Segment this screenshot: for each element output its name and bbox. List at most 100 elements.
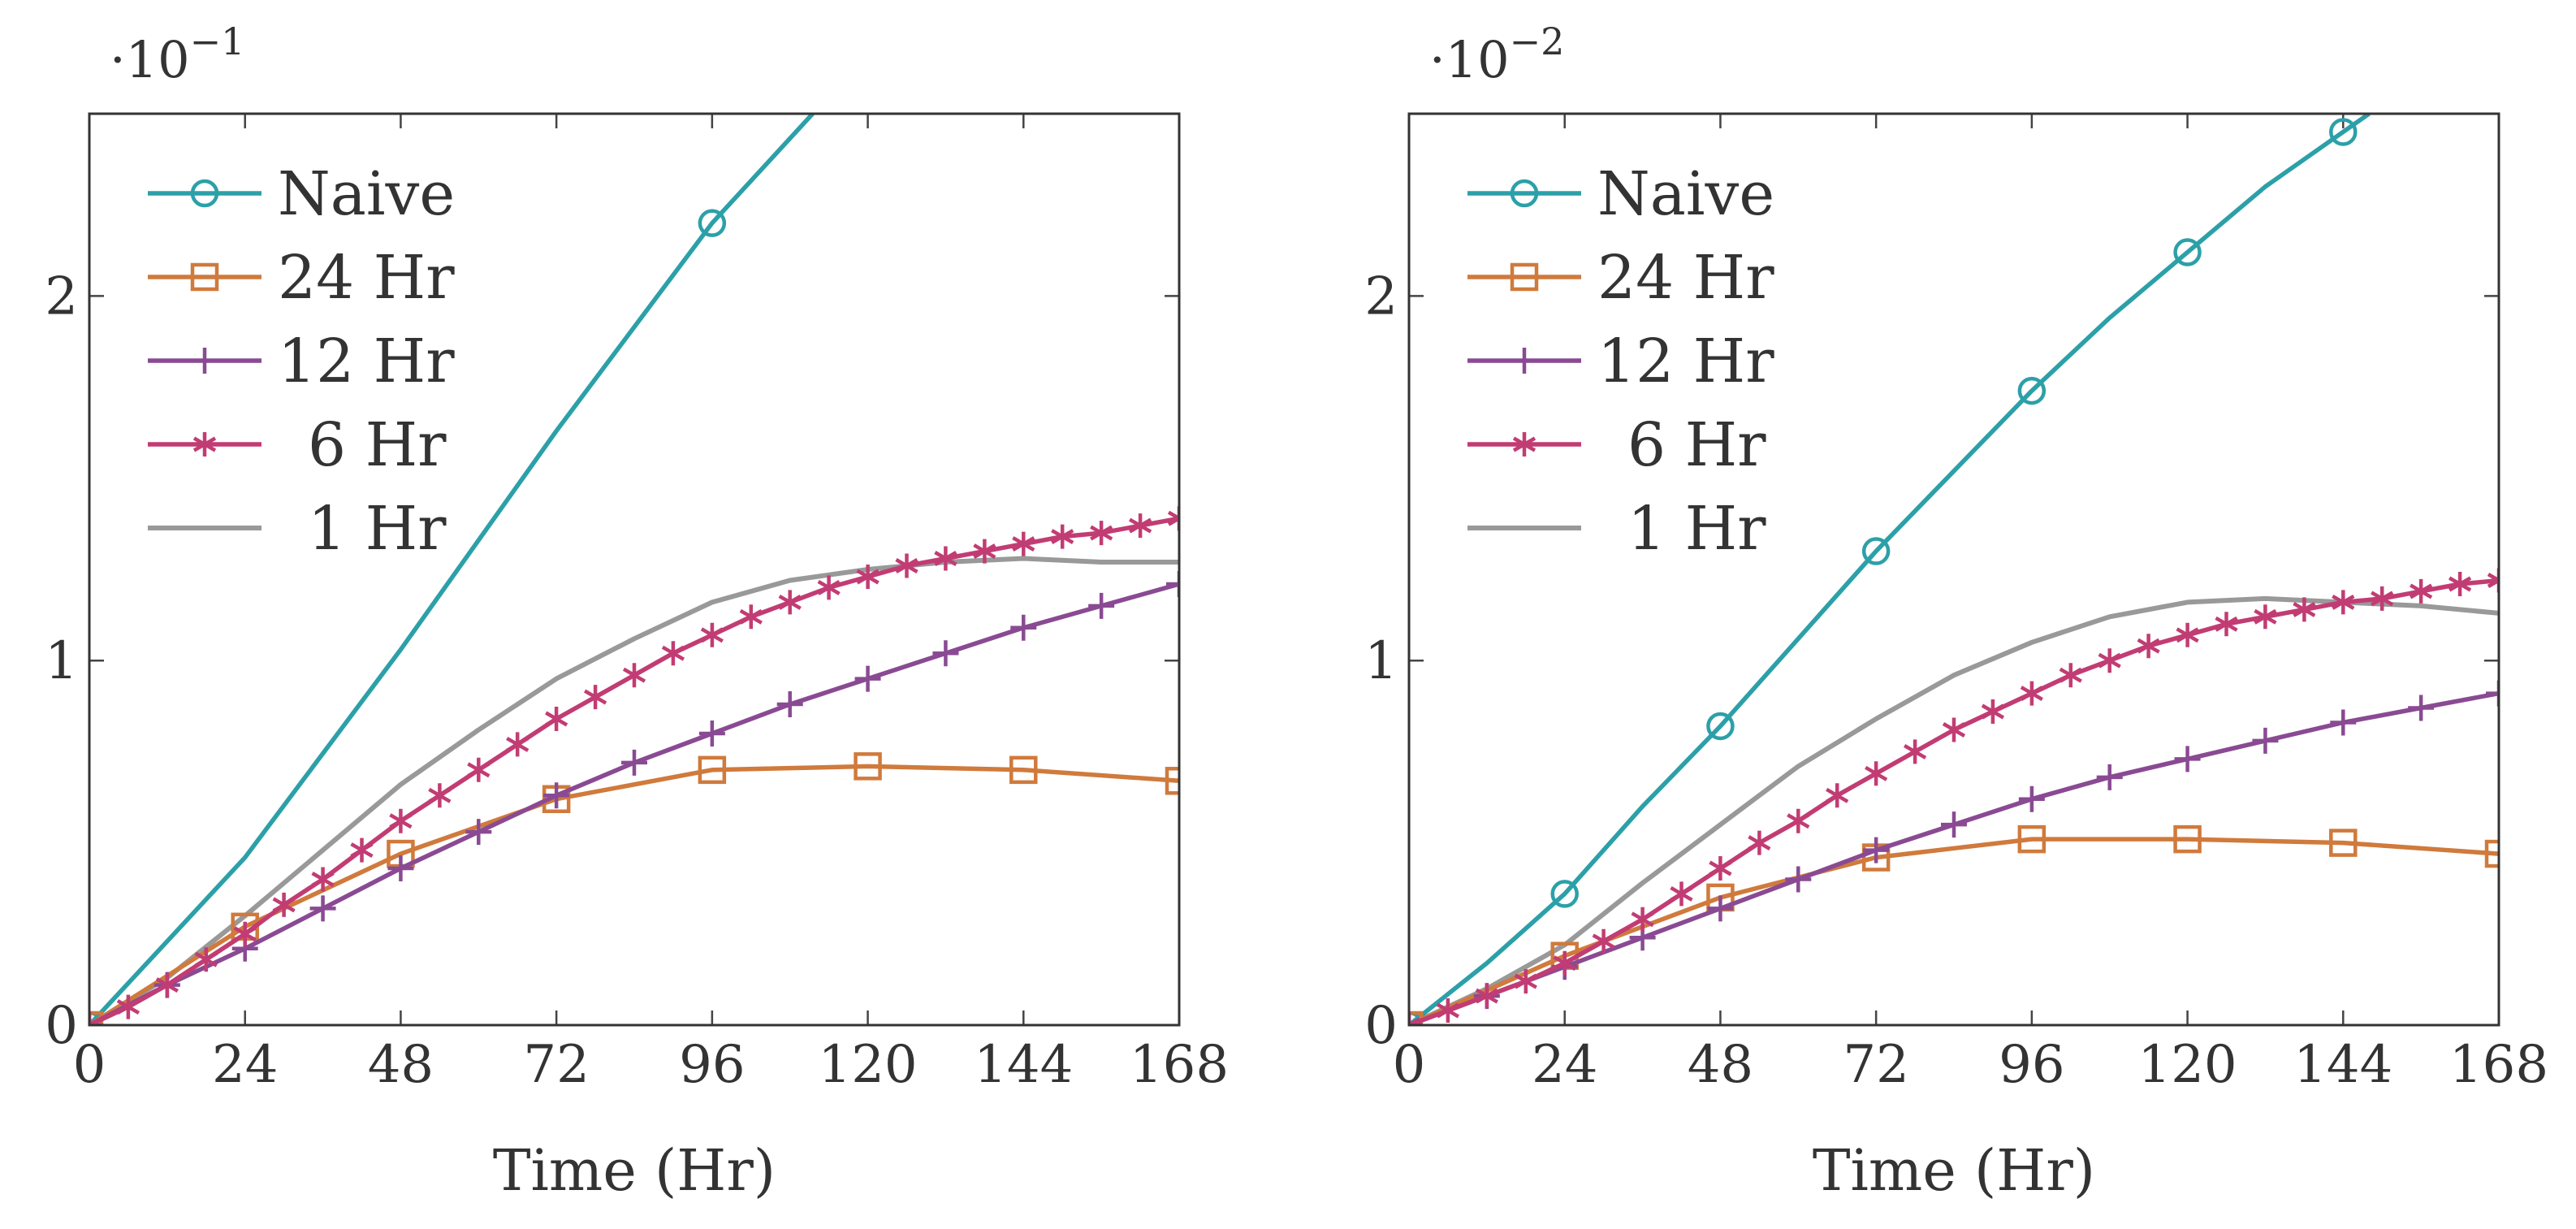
data-point xyxy=(1748,830,1771,855)
legend-label: Naive xyxy=(1597,159,1774,229)
x-tick-label: 24 xyxy=(1532,1035,1597,1095)
data-point xyxy=(1166,570,1179,597)
data-point xyxy=(116,994,140,1019)
data-point xyxy=(583,685,607,710)
y-tick-label: 2 xyxy=(1364,266,1398,327)
data-point xyxy=(1865,761,1888,786)
axes-frame xyxy=(88,112,1181,1027)
data-point xyxy=(1981,699,2005,724)
data-point xyxy=(2059,663,2082,688)
x-tick-label: 96 xyxy=(679,1035,745,1095)
data-point xyxy=(854,752,882,781)
data-point xyxy=(1707,895,1734,922)
x-tick-label: 144 xyxy=(974,1035,1073,1095)
data-point xyxy=(2176,622,2199,647)
data-point xyxy=(1090,521,1113,546)
x-tick-label: 96 xyxy=(1999,1035,2064,1095)
x-tick-label: 24 xyxy=(212,1035,278,1095)
data-point xyxy=(1826,783,1849,808)
series-24-hr xyxy=(1409,824,2499,1025)
data-point xyxy=(2448,572,2472,596)
data-point xyxy=(1550,880,1579,908)
data-point xyxy=(1514,969,1537,994)
legend-item-6-hr: 6 Hr xyxy=(1467,410,1766,480)
legend-marker xyxy=(192,432,217,457)
data-point xyxy=(311,867,335,892)
data-point xyxy=(545,707,568,731)
x-tick-label: 0 xyxy=(1393,1035,1426,1095)
series-line-24-hr xyxy=(1409,837,2499,1025)
data-point xyxy=(2371,586,2394,611)
data-point xyxy=(621,749,647,776)
data-point xyxy=(1010,614,1037,641)
data-point xyxy=(428,783,452,808)
data-point xyxy=(1706,712,1735,741)
x-tick-label: 168 xyxy=(1130,1035,1229,1095)
y-tick-label: 1 xyxy=(45,631,78,691)
legend-label: 6 Hr xyxy=(278,410,447,480)
series-12-hr xyxy=(1409,680,2499,1025)
legend-label: 1 Hr xyxy=(1597,494,1766,564)
data-point xyxy=(2173,238,2202,266)
x-tick-label: 72 xyxy=(523,1035,589,1095)
x-tick-label: 168 xyxy=(2449,1035,2548,1095)
legend-label: 12 Hr xyxy=(1597,327,1774,396)
data-point xyxy=(1942,717,1966,742)
data-point xyxy=(700,622,724,647)
data-point xyxy=(1553,950,1576,976)
legend-label: 24 Hr xyxy=(278,243,455,313)
legend-item-naive: Naive xyxy=(148,159,455,229)
legend-item-24-hr: 24 Hr xyxy=(148,243,455,313)
data-point xyxy=(2252,727,2279,754)
data-point xyxy=(2018,785,2045,812)
data-point xyxy=(895,553,918,578)
data-point xyxy=(1475,984,1498,1009)
data-point xyxy=(1592,928,1615,954)
legend-marker xyxy=(192,348,218,374)
legend-marker xyxy=(1512,432,1537,457)
data-point xyxy=(2293,597,2316,622)
data-point xyxy=(1785,866,1812,893)
data-point xyxy=(1709,856,1732,881)
scale-multiplier: ·10−1 xyxy=(110,19,244,89)
data-point xyxy=(2215,612,2238,637)
x-tick-label: 144 xyxy=(2293,1035,2392,1095)
series-1-hr xyxy=(89,556,1179,1025)
series-line-naive xyxy=(89,114,815,1025)
data-point xyxy=(233,921,257,946)
data-point xyxy=(1128,513,1152,539)
data-point xyxy=(1051,524,1074,549)
legend-item-12-hr: 12 Hr xyxy=(1467,327,1774,396)
data-point xyxy=(1167,506,1179,531)
legend-label: 1 Hr xyxy=(278,494,447,564)
data-point xyxy=(389,808,413,833)
data-point xyxy=(2486,680,2499,707)
legend-item-naive: Naive xyxy=(1467,159,1774,229)
data-point xyxy=(2410,578,2433,604)
x-tick-label: 0 xyxy=(73,1035,106,1095)
data-point xyxy=(350,837,374,863)
data-point xyxy=(2173,824,2202,854)
x-tick-label: 48 xyxy=(368,1035,434,1095)
data-point xyxy=(2329,829,2358,857)
data-point xyxy=(2098,648,2121,673)
series-line-24-hr xyxy=(89,764,1179,1025)
scale-exponent: −2 xyxy=(1510,19,1565,63)
legend-item-12-hr: 12 Hr xyxy=(148,327,455,396)
data-point xyxy=(1088,592,1115,619)
legend-marker xyxy=(190,179,219,208)
x-tick-label: 120 xyxy=(2137,1035,2237,1095)
scale-base: ·10 xyxy=(1429,30,1510,89)
x-tick-label: 72 xyxy=(1843,1035,1908,1095)
legend: Naive 24 Hr 12 Hr 6 Hr 1 Hr xyxy=(148,159,455,564)
y-tick-label: 0 xyxy=(45,996,78,1056)
x-axis-label: Time (Hr) xyxy=(493,1137,776,1204)
data-point xyxy=(1941,811,1967,838)
series-line-naive xyxy=(1409,114,2371,1025)
legend-marker xyxy=(1510,262,1539,292)
data-point xyxy=(2330,709,2357,736)
data-point xyxy=(856,565,880,589)
data-point xyxy=(1903,739,1927,764)
legend-marker xyxy=(190,262,219,292)
data-point xyxy=(698,209,727,237)
